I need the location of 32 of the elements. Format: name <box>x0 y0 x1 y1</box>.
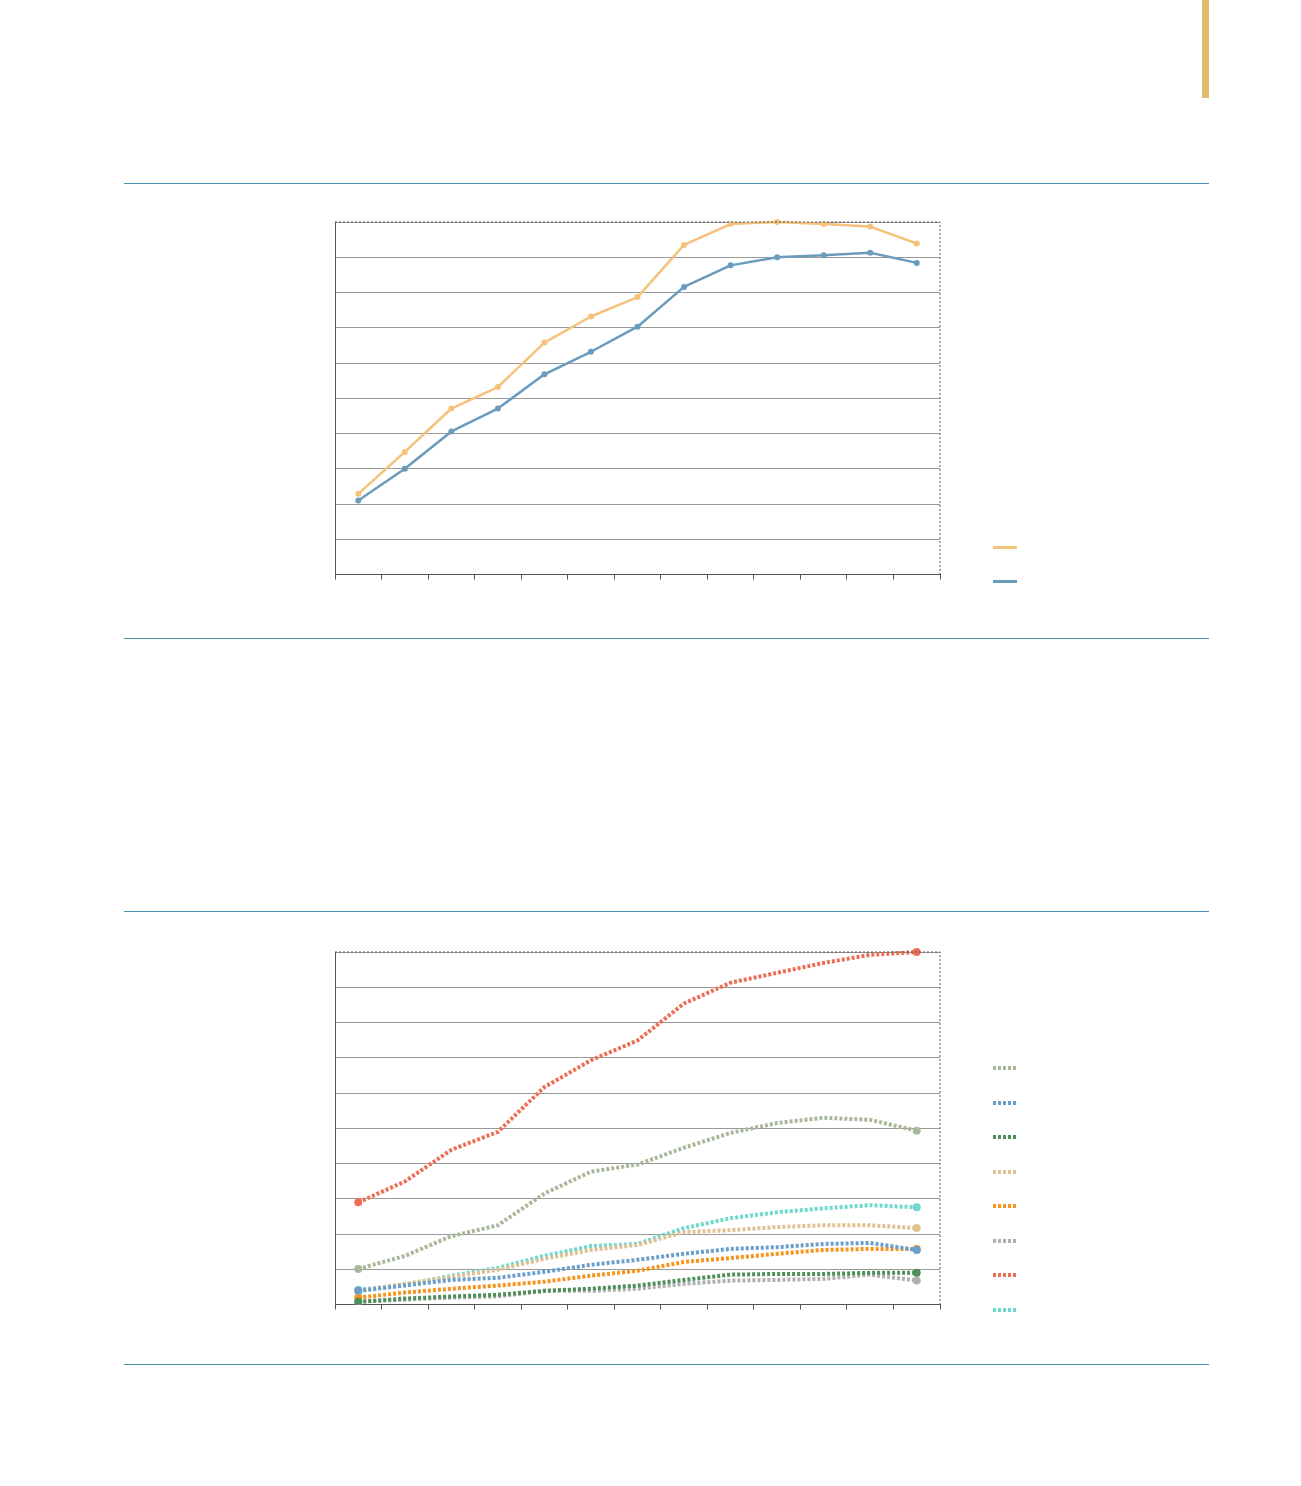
point <box>913 240 920 247</box>
point <box>355 497 362 504</box>
point <box>401 448 408 455</box>
point <box>912 1126 921 1135</box>
point <box>448 428 455 435</box>
point <box>867 223 874 230</box>
point <box>727 262 734 269</box>
point <box>913 259 920 266</box>
point <box>401 465 408 472</box>
point <box>912 948 921 956</box>
point <box>774 254 781 261</box>
point <box>681 283 688 290</box>
point <box>774 219 781 225</box>
point <box>494 405 501 412</box>
point <box>448 405 455 412</box>
point <box>912 1276 921 1285</box>
point <box>912 1203 921 1212</box>
point <box>354 1198 363 1207</box>
point <box>912 1268 921 1277</box>
point <box>820 252 827 259</box>
point <box>354 1264 363 1273</box>
point <box>355 490 362 497</box>
point <box>587 348 594 355</box>
point <box>634 294 641 301</box>
point <box>587 313 594 320</box>
point <box>681 241 688 248</box>
point <box>541 339 548 346</box>
point <box>494 384 501 391</box>
point <box>541 371 548 378</box>
point <box>867 249 874 256</box>
point <box>912 1224 921 1233</box>
point <box>634 323 641 330</box>
